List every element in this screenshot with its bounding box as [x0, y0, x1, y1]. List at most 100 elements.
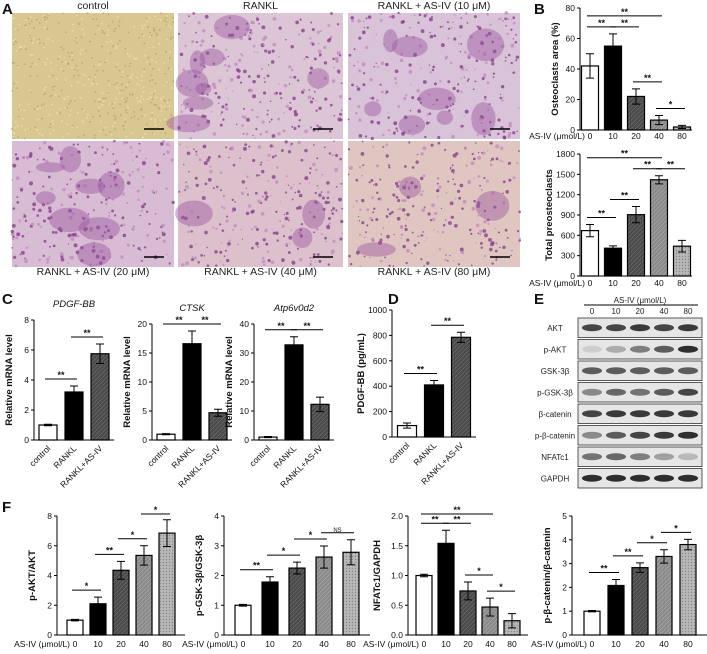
chart-f: 0 1 2 3 4 5 p-β-catenin/β-catenin 0 10 20 40 80 AS-I… [531, 511, 707, 649]
x-tick-label: control [247, 443, 272, 468]
y-tick-label: 600 [373, 356, 387, 366]
bar [284, 344, 304, 441]
x-tick-label: 10 [265, 639, 275, 649]
bar [288, 567, 306, 636]
x-tick-label: 20 [631, 131, 641, 141]
blot-band [582, 410, 602, 418]
blot-band [606, 345, 626, 353]
bar [234, 604, 252, 636]
significance-label: ** [175, 315, 183, 325]
bar [135, 554, 153, 636]
significance-label: ** [417, 364, 425, 374]
lane-label: 0 [590, 307, 595, 316]
blot-strip [577, 339, 703, 360]
x-tick-label: 0 [241, 639, 246, 649]
x-tick-label: 0 [422, 639, 427, 649]
y-tick-label: 200 [373, 407, 387, 417]
significance-label: ** [277, 321, 285, 331]
error-bar [655, 115, 663, 126]
blot-band [630, 431, 650, 439]
y-tick-label: 4 [214, 511, 219, 521]
error-bar [586, 223, 594, 238]
y-tick-label: 1 [214, 600, 219, 610]
chart-title: PDGF-BB [53, 299, 96, 310]
significance-label: ** [644, 160, 652, 170]
y-tick-label: 0.0 [391, 630, 403, 640]
bar [679, 543, 697, 636]
y-tick-label: 0 [570, 271, 575, 281]
significance-label: * [282, 546, 286, 556]
significance-label: * [85, 581, 89, 591]
bar [423, 384, 445, 438]
y-tick-label: 80 [566, 3, 576, 13]
x-tick-label: control [145, 443, 170, 468]
x-tick-label: 0 [588, 131, 593, 141]
blot-band [678, 474, 698, 482]
bar [437, 542, 455, 636]
bar [415, 574, 433, 636]
error-bar [508, 613, 516, 629]
y-tick-label: 2 [562, 582, 567, 592]
significance-label: ** [621, 149, 629, 159]
blot-band [582, 388, 602, 396]
blot-row-label: NFATc1 [541, 453, 569, 462]
y-tick-label: 1200 [556, 190, 575, 200]
error-bar [264, 436, 272, 439]
error-bar [612, 579, 620, 592]
y-tick-label: 40 [566, 64, 576, 74]
blot-row-label: GAPDH [541, 474, 570, 483]
significance-label: ** [303, 321, 311, 331]
bar [603, 247, 623, 277]
x-tick-label: 80 [683, 639, 693, 649]
blot-band [606, 388, 626, 396]
error-bar [464, 581, 472, 601]
blot-band [678, 345, 698, 353]
significance-label: ** [444, 316, 452, 326]
bar [66, 619, 84, 636]
significance-label: ** [598, 18, 606, 28]
lane-label: 20 [636, 307, 645, 316]
blot-band [654, 431, 674, 439]
error-bar [660, 549, 668, 564]
significance-label: * [154, 505, 158, 515]
blot-band [630, 474, 650, 482]
error-bar [162, 433, 170, 436]
micrograph [347, 140, 522, 268]
y-tick-label: 0 [562, 630, 567, 640]
bar [631, 567, 649, 636]
x-axis-label: AS-IV (μmol/L) [363, 639, 419, 649]
x-axis-label: AS-IV (μmol/L) [531, 639, 587, 649]
error-bar [140, 545, 148, 566]
significance-label: ** [644, 73, 652, 83]
x-axis-label: AS-IV (μmol/L) [182, 639, 238, 649]
blot-band [582, 345, 602, 353]
y-tick-label: 1000 [368, 305, 387, 315]
bar [158, 532, 176, 636]
error-bar [44, 423, 52, 427]
blot-band [678, 367, 698, 375]
y-tick-label: 6 [24, 345, 29, 355]
lane-label: 80 [684, 307, 693, 316]
error-bar [655, 175, 663, 185]
y-tick-label: 30 [240, 348, 250, 358]
error-bar [486, 597, 494, 617]
significance-label: ** [600, 564, 608, 574]
blot-band [654, 367, 674, 375]
blot-band [678, 453, 698, 461]
panel-letter: F [2, 499, 11, 516]
chart-title: Atp6v0d2 [273, 303, 315, 314]
error-bar [588, 609, 596, 613]
x-tick-label: 40 [659, 639, 669, 649]
micrograph [175, 140, 344, 267]
x-tick-label: control [386, 440, 411, 465]
panel-e-western-blot: AS-IV (μmol/L) 0 10 20 40 80 AKT p-AKT GSK-3β p-G… [535, 296, 703, 489]
micrograph-label: RANKL + AS-IV (10 μM) [378, 0, 491, 12]
significance-label: ** [453, 505, 461, 515]
x-tick-label: 20 [292, 639, 302, 649]
y-tick-label: 40 [240, 319, 250, 329]
micrograph-label: control [77, 0, 109, 12]
